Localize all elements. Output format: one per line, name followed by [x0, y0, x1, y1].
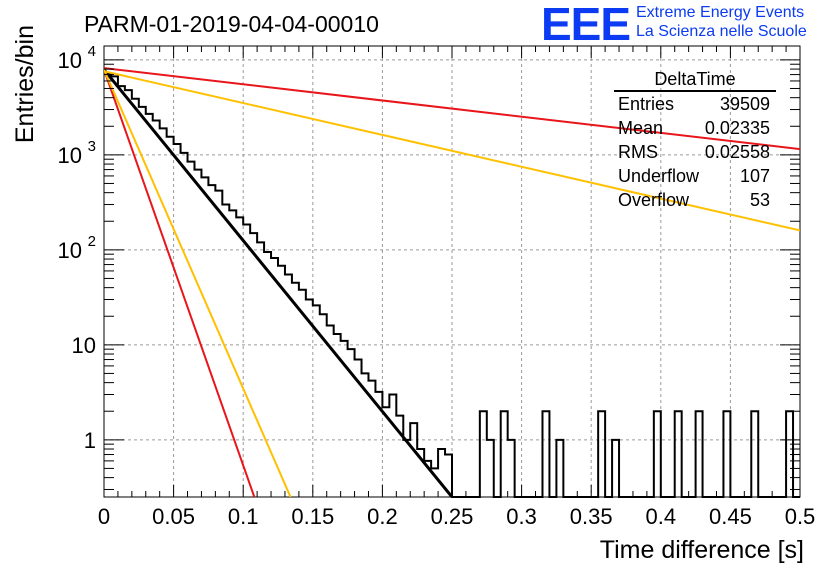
stats-label: Overflow — [618, 190, 690, 210]
brand-line-2: La Scienza nelle Scuole — [636, 23, 807, 40]
brand-line-1: Extreme Energy Events — [636, 4, 805, 21]
y-tick-exponent: 2 — [88, 233, 96, 250]
stats-box: DeltaTime Entries 39509 Mean 0.02335 RMS… — [614, 68, 776, 212]
y-tick-label: 10 — [58, 143, 82, 168]
stats-row-underflow: Underflow 107 — [614, 164, 776, 188]
stats-label: Underflow — [618, 166, 700, 186]
y-tick-label: 10 — [58, 238, 82, 263]
stats-row-overflow: Overflow 53 — [614, 188, 776, 212]
x-tick-label: 0.3 — [506, 504, 537, 529]
x-tick-label: 0.05 — [152, 504, 195, 529]
stats-row-rms: RMS 0.02558 — [614, 140, 776, 164]
stats-value: 53 — [749, 190, 770, 210]
x-axis-label: Time difference [s] — [600, 536, 804, 564]
stats-value: 0.02335 — [704, 118, 770, 138]
fit-line-1 — [104, 67, 800, 151]
brand-text: Extreme Energy Events La Scienza nelle S… — [636, 3, 807, 41]
grid-lines — [104, 46, 800, 497]
y-tick-label: 10 — [58, 48, 82, 73]
x-tick-label: 0.5 — [785, 504, 816, 529]
plot-title: PARM-01-2019-04-04-00010 — [84, 11, 379, 37]
fit-lines-group — [104, 67, 800, 497]
fit-line-4 — [104, 69, 292, 497]
x-tick-label: 0.45 — [709, 504, 752, 529]
fit-line-3 — [104, 69, 256, 497]
stats-value: 107 — [739, 166, 770, 186]
y-tick-exponent: 3 — [88, 138, 96, 155]
x-tick-label: 0.4 — [646, 504, 677, 529]
stats-label: RMS — [618, 142, 658, 162]
stats-row-mean: Mean 0.02335 — [614, 116, 776, 140]
histogram-group — [104, 72, 800, 498]
stats-label: Mean — [618, 118, 664, 138]
x-tick-label: 0.15 — [291, 504, 334, 529]
x-tick-label: 0.35 — [570, 504, 613, 529]
stats-value: 0.02558 — [704, 142, 770, 162]
eee-logo: EEE — [541, 0, 631, 50]
x-tick-label: 0.1 — [228, 504, 259, 529]
y-tick-exponent: 4 — [88, 43, 96, 60]
histogram-steps — [104, 72, 800, 498]
fit-line-0 — [104, 68, 454, 497]
y-tick-label: 1 — [84, 428, 96, 453]
stats-title: DeltaTime — [614, 68, 776, 92]
stats-label: Entries — [618, 94, 675, 114]
y-tick-label: 10 — [72, 333, 96, 358]
fit-line-2 — [104, 70, 800, 232]
x-tick-label: 0 — [98, 504, 110, 529]
y-axis-label: Entries/bin — [11, 25, 39, 143]
x-tick-label: 0.2 — [367, 504, 398, 529]
x-axis-ticks: 0 0.05 0.1 0.15 0.2 0.25 0.3 0.35 0.4 0.45 0.5 — [98, 46, 815, 529]
stats-value: 39509 — [719, 94, 770, 114]
stats-row-entries: Entries 39509 — [614, 92, 776, 116]
x-tick-label: 0.25 — [431, 504, 474, 529]
y-axis-ticks: 1 10 10 2 10 3 10 4 — [58, 43, 800, 490]
